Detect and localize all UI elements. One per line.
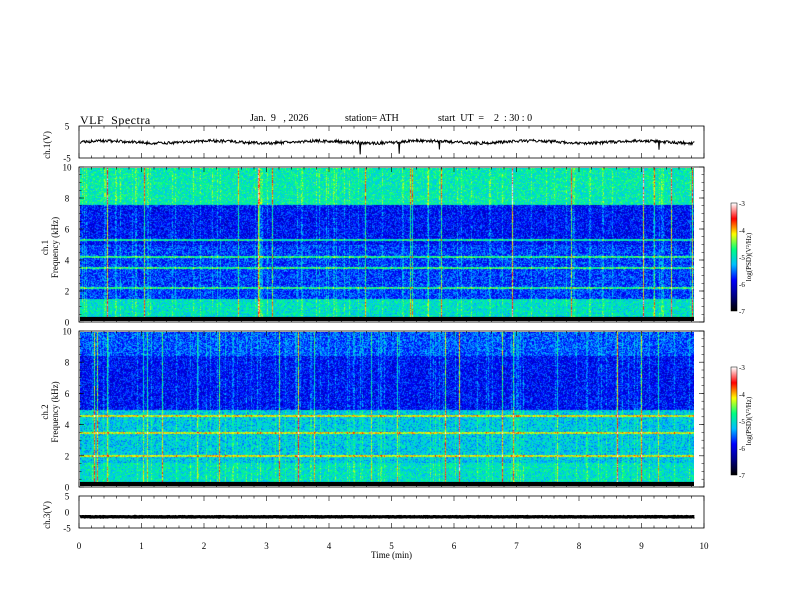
- colorbar-tick-label: -3: [739, 200, 745, 208]
- x-tick-label: 7: [514, 541, 519, 551]
- colorbar-ch2: [731, 367, 737, 475]
- colorbar-tick-label: -5: [739, 418, 745, 426]
- colorbar-tick-label: -3: [739, 364, 745, 372]
- start-ut-label: start UT = 2 : 30 : 0: [438, 113, 533, 124]
- ch1-frequency-label: Frequency (kHz): [50, 217, 60, 278]
- y-tick-label: 5: [65, 492, 70, 502]
- y-tick-label: 4: [65, 420, 70, 430]
- y-tick-label: 2: [65, 451, 70, 461]
- y-tick-label: -5: [63, 524, 71, 534]
- y-tick-label: 8: [65, 194, 70, 204]
- y-tick-label: 2: [65, 287, 70, 297]
- date-label: Jan. 9 , 2026: [250, 113, 309, 124]
- y-tick-label: -5: [63, 154, 71, 164]
- ch1-spectrogram-ylabel: ch.1: [40, 240, 50, 255]
- spectrogram-image-ch2: [80, 332, 694, 486]
- x-tick-label: 5: [389, 541, 394, 551]
- colorbar-tick-label: -4: [739, 227, 745, 235]
- x-axis-label: Time (min): [371, 550, 412, 560]
- x-tick-label: 2: [202, 541, 207, 551]
- colorbar-label: log(PSD)(V²/Hz): [745, 396, 753, 445]
- y-tick-label: 8: [65, 358, 70, 368]
- y-tick-label: 5: [65, 122, 70, 132]
- station-label: station= ATH: [345, 113, 399, 124]
- x-tick-label: 9: [639, 541, 644, 551]
- x-tick-label: 6: [452, 541, 457, 551]
- x-tick-label: 4: [327, 541, 332, 551]
- y-tick-label: 6: [65, 389, 70, 399]
- y-tick-label: 4: [65, 256, 70, 266]
- ch1-waveform-ylabel: ch.1(V): [42, 131, 52, 159]
- x-tick-label: 8: [577, 541, 582, 551]
- ch2-frequency-label: Frequency (kHz): [50, 381, 60, 442]
- colorbar-frame-ch2: [730, 366, 738, 476]
- y-tick-label: 0: [65, 508, 70, 518]
- colorbar-tick-label: -5: [739, 254, 745, 262]
- colorbar-frame-ch1: [730, 202, 738, 312]
- chart-title: VLF Spectra: [80, 113, 151, 127]
- colorbar-label: log(PSD)(V²/Hz): [745, 232, 753, 281]
- colorbar-tick-label: -6: [739, 445, 745, 453]
- ch2-spectrogram-ylabel: ch.2: [40, 404, 50, 419]
- y-tick-label: 10: [63, 163, 73, 173]
- x-tick-label: 3: [264, 541, 269, 551]
- spectrogram-baseline-ch2: [80, 482, 694, 486]
- colorbar-tick-label: -4: [739, 391, 745, 399]
- colorbar-tick-label: -6: [739, 281, 745, 289]
- spectrogram-image-ch1: [80, 168, 694, 321]
- x-tick-label: 1: [139, 541, 144, 551]
- x-tick-label: 10: [700, 541, 710, 551]
- colorbar-tick-label: -7: [739, 472, 745, 480]
- x-tick-label: 0: [77, 541, 82, 551]
- y-tick-label: 0: [65, 483, 70, 493]
- colorbar-ch1: [731, 203, 737, 311]
- ch3-waveform-ylabel: ch.3(V): [42, 501, 52, 529]
- colorbar-tick-label: -7: [739, 308, 745, 316]
- ch1-waveform-trace: [79, 137, 695, 155]
- y-tick-label: 0: [65, 318, 70, 328]
- y-tick-label: 6: [65, 225, 70, 235]
- spectrogram-baseline-ch1: [80, 317, 694, 321]
- y-tick-label: 10: [63, 327, 73, 337]
